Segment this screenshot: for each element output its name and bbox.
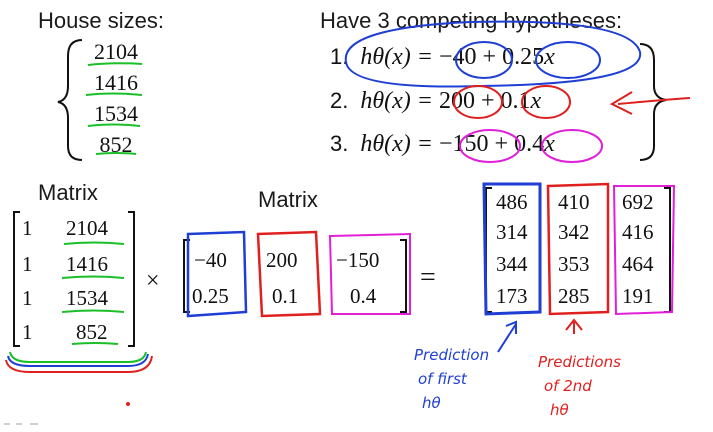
matrix-a-cell: 1 bbox=[22, 320, 33, 344]
blue-up-arrow bbox=[497, 320, 517, 353]
matrix-a-cell: 1 bbox=[22, 216, 33, 240]
house-size-value: 1534 bbox=[94, 101, 138, 126]
hypothesis-3: 3. hθ(x) = −150 + 0.4x bbox=[330, 131, 555, 157]
matrix-a-label: Matrix bbox=[38, 180, 98, 205]
hypothesis-number: 3. bbox=[330, 131, 349, 156]
red-note: Predictions of 2nd hθ bbox=[538, 350, 621, 422]
hypothesis-op: + bbox=[494, 131, 509, 157]
matrix-b-label: Matrix bbox=[258, 187, 318, 212]
matrix-b-blue-box bbox=[186, 230, 248, 318]
result-cell: 486 bbox=[496, 190, 528, 214]
matrix-b-red-box bbox=[256, 230, 322, 318]
matrix-a-cell: 1 bbox=[22, 286, 33, 310]
red-theta1-circle bbox=[521, 85, 571, 119]
blue-note-line: hθ bbox=[422, 394, 441, 412]
matrix-b-cell: 0.4 bbox=[350, 284, 377, 308]
magenta-theta1-circle bbox=[541, 129, 603, 163]
blue-note: Prediction of first hθ bbox=[414, 343, 489, 415]
matrix-b-magenta-box bbox=[328, 232, 411, 315]
left-brace bbox=[57, 39, 83, 161]
times-operator: × bbox=[146, 268, 160, 294]
matrix-b-brackets bbox=[183, 239, 407, 313]
result-cell: 692 bbox=[622, 190, 654, 214]
red-note-line: of 2nd bbox=[544, 377, 592, 395]
blue-hyp-ellipse bbox=[344, 20, 642, 88]
matrix-a-cell: 1 bbox=[22, 252, 33, 276]
matrix-a-cell: 1416 bbox=[66, 252, 108, 276]
matrix-a-brackets bbox=[13, 211, 135, 347]
matrix-b-cell: 200 bbox=[266, 248, 298, 272]
matrix-a-underlines bbox=[61, 241, 125, 345]
red-note-line: Predictions bbox=[538, 353, 621, 371]
result-magenta-box bbox=[612, 185, 676, 316]
hypothesis-lhs: hθ(x) = bbox=[360, 44, 433, 70]
result-cell: 314 bbox=[496, 220, 528, 244]
result-cell: 464 bbox=[622, 252, 654, 276]
house-sizes-title: House sizes: bbox=[38, 8, 164, 33]
result-cell: 353 bbox=[558, 252, 590, 276]
result-cell: 173 bbox=[496, 284, 528, 308]
matrix-a-cell: 1534 bbox=[66, 286, 108, 310]
hypothesis-number: 2. bbox=[330, 88, 349, 113]
hypothesis-op: + bbox=[480, 88, 495, 114]
result-brackets bbox=[485, 187, 671, 313]
result-cell: 416 bbox=[622, 220, 654, 244]
red-up-arrow bbox=[565, 318, 583, 334]
matrix-b-cell: 0.1 bbox=[272, 284, 299, 308]
result-cell: 410 bbox=[558, 190, 590, 214]
hypotheses-title: Have 3 competing hypotheses: bbox=[320, 8, 623, 33]
result-cell: 342 bbox=[558, 220, 590, 244]
red-theta0-circle bbox=[453, 85, 503, 119]
red-dot bbox=[126, 402, 130, 406]
hypothesis-number: 1. bbox=[330, 44, 349, 69]
matrix-b-cell: 0.25 bbox=[192, 284, 229, 308]
matrix-b-cell: −40 bbox=[194, 248, 227, 272]
hypothesis-lhs: hθ(x) = bbox=[360, 88, 433, 114]
matrix-a-cell: 852 bbox=[76, 320, 108, 344]
hypothesis-lhs: hθ(x) = bbox=[360, 131, 433, 157]
result-red-box bbox=[546, 182, 610, 316]
blue-note-line: of first bbox=[418, 370, 467, 388]
result-cell: 344 bbox=[496, 252, 528, 276]
size-underlines bbox=[85, 62, 143, 155]
blue-theta1-circle bbox=[535, 41, 601, 79]
blue-theta0-circle bbox=[455, 41, 513, 79]
matrix-a-blue-brace bbox=[7, 353, 149, 367]
house-size-value: 1416 bbox=[94, 70, 138, 95]
matrix-b-cell: −150 bbox=[336, 248, 380, 272]
result-cell: 285 bbox=[558, 284, 590, 308]
blue-note-line: Prediction bbox=[414, 346, 490, 364]
matrix-a-red-brace bbox=[5, 355, 153, 373]
hypothesis-2: 2. hθ(x) = 200 + 0.1x bbox=[330, 88, 542, 114]
magenta-theta0-circle bbox=[459, 129, 521, 163]
red-arrow bbox=[609, 91, 691, 115]
house-size-value: 2104 bbox=[94, 39, 138, 64]
result-blue-box bbox=[482, 182, 542, 316]
hypothesis-op: + bbox=[482, 44, 497, 70]
matrix-a-green-brace bbox=[9, 351, 147, 363]
red-note-line: hθ bbox=[550, 401, 569, 419]
equals-operator: = bbox=[420, 262, 436, 293]
result-cell: 191 bbox=[622, 284, 654, 308]
matrix-a-cell: 2104 bbox=[66, 216, 108, 240]
